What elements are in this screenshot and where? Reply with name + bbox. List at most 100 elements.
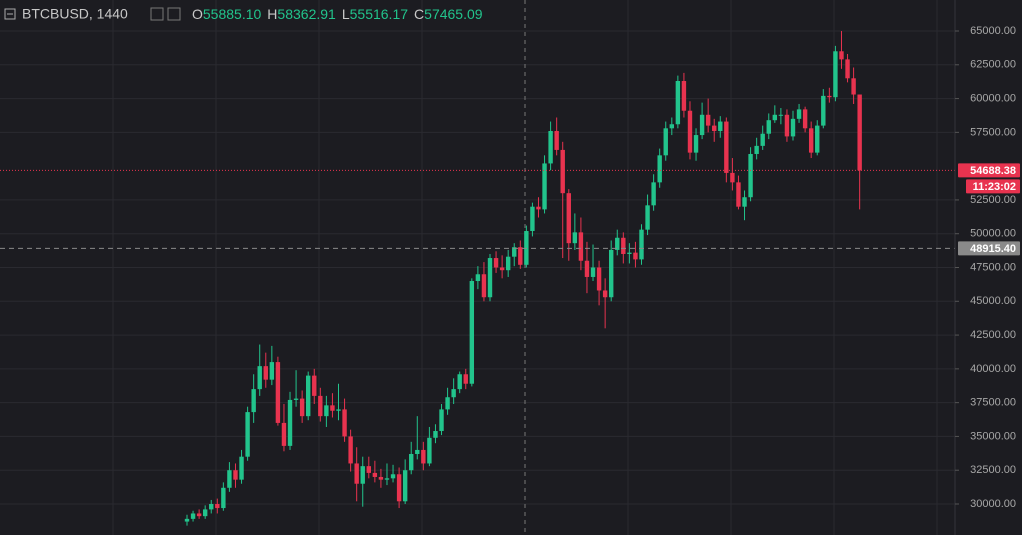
price-tag: [958, 241, 1020, 256]
candle-body: [554, 131, 559, 150]
candle-body: [699, 114, 705, 136]
candle-body: [675, 81, 681, 125]
candle-body: [657, 155, 662, 183]
menu-icon[interactable]: [4, 8, 16, 20]
candle-body: [415, 449, 420, 454]
y-tick-label: 65000.00: [970, 25, 1016, 37]
candle-body: [445, 397, 450, 410]
candle-body: [390, 474, 396, 479]
candle-body: [730, 172, 735, 183]
candle-body: [245, 412, 250, 457]
candle-body: [402, 470, 408, 502]
candle-body: [463, 374, 468, 384]
y-tick-label: 50000.00: [970, 228, 1016, 240]
candle-body: [687, 110, 693, 153]
candle-body: [263, 366, 268, 380]
candle-body: [299, 398, 305, 417]
candle-body: [330, 405, 335, 411]
candle-body: [360, 466, 365, 484]
candle-body: [815, 125, 820, 153]
ohlc-legend: O55885.10 H58362.91 L55516.17 C57465.09: [192, 6, 483, 22]
candle-body: [542, 163, 547, 210]
candle-body: [724, 121, 729, 173]
candle-body: [772, 114, 778, 121]
candle-body: [736, 182, 741, 207]
price-tag: [958, 163, 1020, 178]
candle-body: [530, 206, 535, 232]
candle-body: [396, 474, 402, 502]
candle-body: [221, 487, 226, 509]
candle-body: [354, 463, 359, 484]
candle-body: [469, 281, 475, 384]
candle-body: [602, 290, 608, 298]
candle-body: [596, 267, 602, 291]
y-tick-label: 47500.00: [970, 261, 1016, 273]
ohlc-value: 55885.10: [203, 6, 262, 22]
candle-body: [287, 399, 293, 446]
ohlc-key: O: [192, 6, 203, 22]
candle-body: [512, 247, 517, 257]
candle-body: [705, 114, 711, 126]
candle-body: [609, 249, 614, 298]
candle-body: [645, 205, 650, 230]
visibility-icon[interactable]: [150, 7, 164, 21]
candle-body: [421, 449, 426, 464]
candle-body: [590, 267, 596, 277]
candle-body: [372, 472, 378, 477]
y-tick-label: 67500.00: [970, 0, 1016, 3]
candle-body: [196, 513, 202, 517]
candle-body: [633, 252, 638, 260]
y-tick-label: 42500.00: [970, 329, 1016, 341]
candle-body: [409, 453, 414, 471]
price-tag-label: 54688.38: [970, 165, 1016, 177]
candle-body: [342, 409, 347, 437]
candle-body: [269, 362, 275, 380]
countdown-tag: [966, 179, 1020, 194]
candle-body: [802, 109, 808, 129]
candle-body: [202, 509, 208, 517]
candle-body: [621, 237, 626, 254]
candle-body: [566, 193, 571, 244]
price-tag-label: 48915.40: [970, 243, 1016, 255]
candle-body: [784, 114, 790, 137]
countdown-label: 11:23:02: [973, 181, 1016, 193]
y-tick-label: 60000.00: [970, 92, 1016, 104]
candle-body: [808, 128, 814, 153]
candle-body: [663, 128, 668, 156]
candle-body: [306, 375, 311, 417]
candle-body: [439, 409, 444, 432]
candle-body: [766, 120, 771, 134]
ohlc-value: 58362.91: [277, 6, 336, 22]
candle-body: [778, 114, 784, 116]
candle-body: [257, 366, 262, 390]
candle-body: [457, 374, 462, 390]
header: BTCBUSD, 1440 O55885.10 H58362.91 L55516.1…: [4, 6, 483, 22]
candle-body: [336, 409, 341, 411]
candle-body: [639, 229, 644, 260]
candle-body: [669, 124, 674, 129]
candle-body: [821, 95, 826, 126]
candle-body: [615, 237, 620, 250]
candle-body: [536, 206, 541, 210]
ohlc-value: 55516.17: [350, 6, 409, 22]
candle-body: [427, 437, 432, 464]
candle-body: [857, 94, 862, 171]
y-tick-label: 52500.00: [970, 194, 1016, 206]
settings-icon[interactable]: [167, 7, 181, 21]
y-tick-label: 62500.00: [970, 59, 1016, 71]
candle-body: [215, 503, 220, 509]
ohlc-key: C: [414, 6, 424, 22]
candle-body: [433, 431, 438, 438]
symbol-title: BTCBUSD, 1440: [22, 6, 128, 22]
candle-body: [827, 95, 832, 98]
candle-body: [312, 375, 317, 396]
candle-body: [505, 256, 511, 271]
candle-body: [851, 78, 856, 95]
candle-body: [251, 389, 256, 413]
candle-body: [748, 153, 753, 198]
candle-body: [190, 513, 196, 519]
ohlc-value: 57465.09: [424, 6, 483, 22]
y-tick-label: 57500.00: [970, 126, 1016, 138]
